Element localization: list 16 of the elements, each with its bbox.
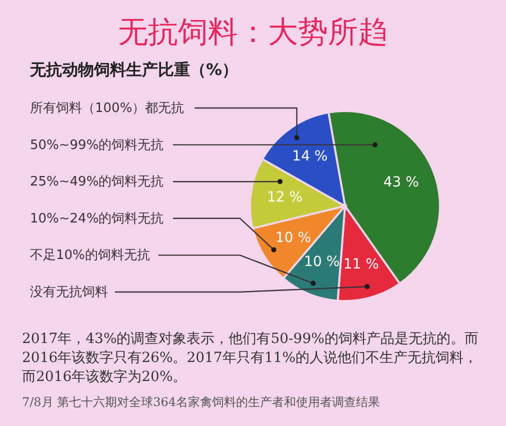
text: 7/8月 第七十六期对全球364名家禽饲料的生产者和使用者调查结果 [22, 395, 380, 409]
slice-label: 不足10%的饲料无抗 [30, 248, 150, 264]
data-label: 43 % [383, 174, 419, 191]
data-label: 10 % [275, 230, 312, 246]
slice-label: 所有饲料（100%）都无抗 [30, 101, 184, 116]
slice-label: 25%~49%的饲料无抗 [30, 174, 164, 190]
slice-label: 没有无抗饲料 [30, 285, 108, 300]
data-label: 11 % [343, 256, 379, 273]
chart-subtitle: 无抗动物饲料生产比重（%） [29, 60, 238, 79]
slice-label: 50%~99%的饲料无抗 [30, 138, 164, 153]
chart-title: 无抗饲料：大势所趋 [118, 15, 388, 50]
slice-label: 10%~24%的饲料无抗 [30, 211, 164, 226]
data-label: 12 % [267, 190, 303, 206]
data-label: 14 % [292, 148, 328, 164]
data-label: 10 % [304, 254, 340, 270]
text: 2017年，43%的调查对象表示，他们有50-99%的饲料产品是无抗的。而2016年该数字只有26%。2017年只有11%的人说他们不生产无抗饲料，而2016年该数字为20%。 [22, 331, 478, 385]
